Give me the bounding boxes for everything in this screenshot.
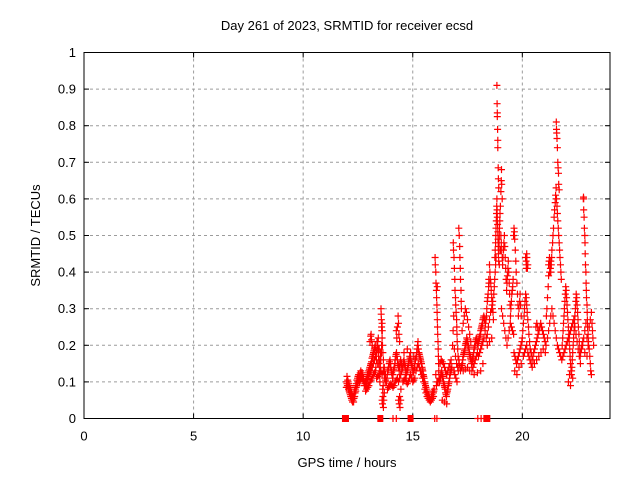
zero-square-marker — [341, 415, 349, 422]
y-tick-label: 0.6 — [58, 191, 76, 206]
y-tick-label: 0.2 — [58, 338, 76, 353]
y-tick-label: 0.9 — [58, 82, 76, 97]
zero-plus-markers-path — [389, 415, 485, 422]
y-tick-label: 0.4 — [58, 265, 76, 280]
scatter-points-path — [342, 81, 598, 411]
zero-value-markers — [341, 415, 491, 422]
y-tick-label: 0 — [69, 411, 76, 426]
y-tick-label: 0.7 — [58, 155, 76, 170]
y-tick-label: 0.3 — [58, 301, 76, 316]
y-tick-label: 0.5 — [58, 228, 76, 243]
x-tick-label: 10 — [296, 429, 310, 444]
zero-square-marker — [407, 415, 414, 422]
chart-title: Day 261 of 2023, SRMTID for receiver ecs… — [221, 18, 473, 33]
y-tick-label: 0.8 — [58, 118, 76, 133]
zero-square-marker — [483, 415, 491, 422]
x-tick-label: 5 — [190, 429, 197, 444]
tick-labels: 0 5 10 15 20 0 0.1 0.2 0.3 0.4 0.5 0.6 0.7 0.8 0.9 1 — [58, 45, 530, 444]
y-tick-label: 0.1 — [58, 374, 76, 389]
y-tick-label: 1 — [69, 45, 76, 60]
x-tick-label: 20 — [515, 429, 529, 444]
y-axis-label: SRMTID / TECUs — [28, 184, 43, 287]
x-axis-label: GPS time / hours — [298, 455, 397, 470]
zero-square-marker — [377, 415, 384, 422]
x-tick-label: 15 — [406, 429, 420, 444]
data-points — [342, 81, 598, 411]
x-tick-label: 0 — [80, 429, 87, 444]
